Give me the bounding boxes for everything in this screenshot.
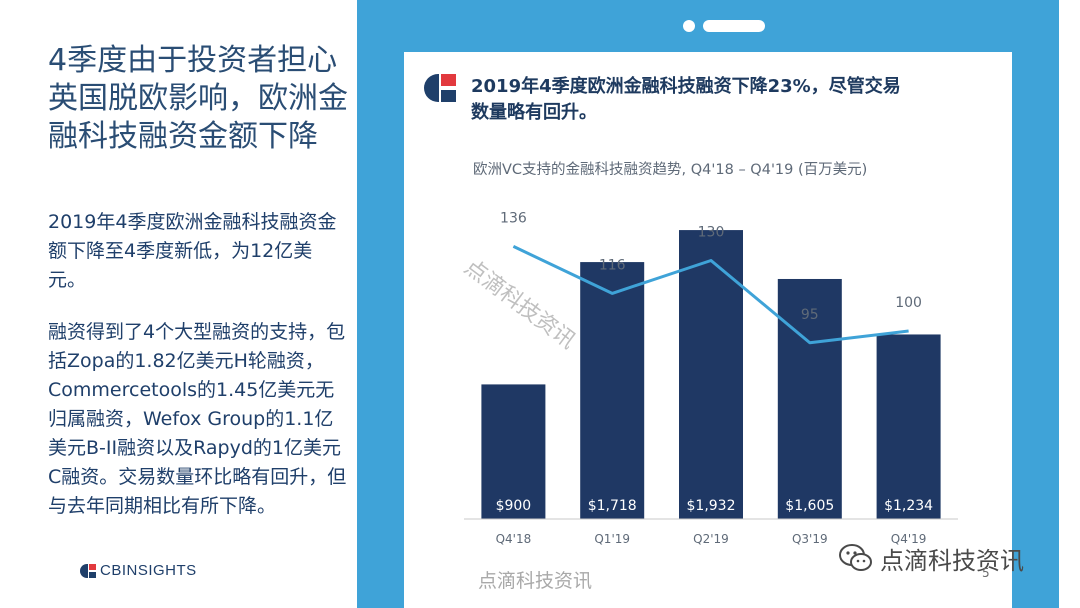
bar-value-label: $1,605 xyxy=(785,498,834,514)
deal-count-label: 130 xyxy=(698,225,725,241)
bar-value-label: $1,234 xyxy=(884,498,933,514)
deal-count-label: 136 xyxy=(500,210,527,226)
slide-title: 4季度由于投资者担心英国脱欧影响，欧洲金融科技融资金额下降 xyxy=(48,43,348,154)
x-tick-label: Q1'19 xyxy=(594,532,630,546)
logo-text: CBINSIGHTS xyxy=(100,562,197,579)
wechat-watermark: 点滴科技资讯 xyxy=(838,540,1024,576)
x-tick-label: Q3'19 xyxy=(792,532,828,546)
chart-subtitle: 欧洲VC支持的金融科技融资趋势, Q4'18 – Q4'19 (百万美元) xyxy=(473,162,868,178)
details-paragraph: 融资得到了4个大型融资的支持，包括Zopa的1.82亿美元H轮融资，Commer… xyxy=(48,321,347,517)
cbinsights-logo: CBINSIGHTS xyxy=(80,562,197,579)
bar-2 xyxy=(679,230,743,519)
bar-3 xyxy=(777,278,842,519)
tablet-speaker-bar xyxy=(703,20,765,32)
deal-count-label: 116 xyxy=(599,257,626,273)
bar-value-label: $900 xyxy=(496,498,532,514)
bar-value-label: $1,718 xyxy=(588,498,637,514)
cbinsights-card-icon xyxy=(424,74,456,102)
x-tick-label: Q4'18 xyxy=(496,532,532,546)
chart-card-title-line-1: 2019年4季度欧洲金融科技融资下降23%，尽管交易 xyxy=(471,76,901,97)
bar-0 xyxy=(481,384,546,519)
bar-4 xyxy=(876,334,941,519)
bar-value-label: $1,932 xyxy=(687,498,736,514)
x-tick-label: Q2'19 xyxy=(693,532,729,546)
tablet-camera-dot xyxy=(683,20,695,32)
bar-1 xyxy=(580,262,645,519)
chart-card-title: 2019年4季度欧洲金融科技融资下降23%，尽管交易 数量略有回升。 xyxy=(471,74,971,126)
deal-count-label: 100 xyxy=(895,295,922,311)
wechat-watermark-text: 点滴科技资讯 xyxy=(880,546,1024,575)
x-tick-label: Q4'19 xyxy=(891,532,927,546)
cbinsights-logo-icon xyxy=(80,563,96,578)
bottom-watermark: 点滴科技资讯 xyxy=(478,570,593,592)
summary-paragraph: 2019年4季度欧洲金融科技融资金额下降至4季度新低，为12亿美元。 xyxy=(48,211,337,291)
deal-count-label: 95 xyxy=(801,307,819,323)
chart-card-title-line-2: 数量略有回升。 xyxy=(471,102,597,123)
wechat-icon xyxy=(838,540,874,576)
page-number: 5 xyxy=(982,566,990,580)
